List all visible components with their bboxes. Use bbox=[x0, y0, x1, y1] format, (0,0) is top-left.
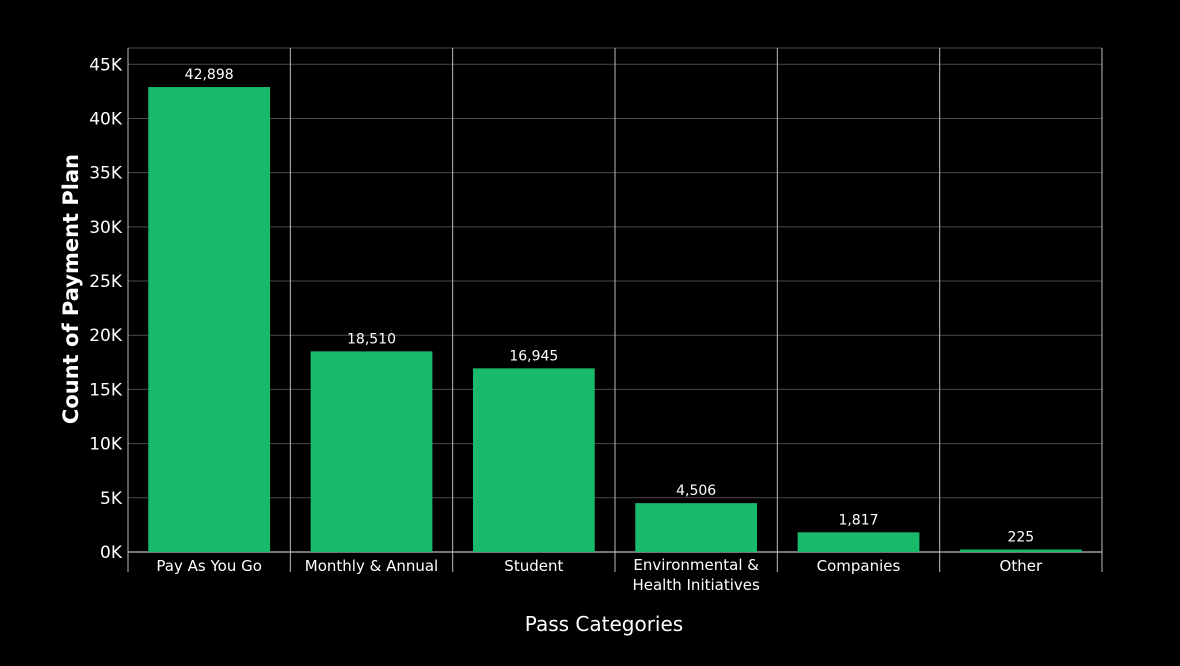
x-axis-title: Pass Categories bbox=[525, 612, 683, 636]
y-tick-label-7: 35K bbox=[89, 164, 123, 184]
x-tick-label-0: Pay As You Go bbox=[156, 557, 261, 575]
x-tick-label-1: Monthly & Annual bbox=[305, 557, 438, 575]
data-label-3: 4,506 bbox=[676, 483, 716, 499]
y-axis-title: Count of Payment Plan bbox=[59, 154, 83, 424]
data-label-2: 16,945 bbox=[509, 348, 558, 364]
data-label-1: 18,510 bbox=[347, 331, 396, 347]
x-tick-label-4: Companies bbox=[817, 557, 901, 575]
data-label-4: 1,817 bbox=[838, 512, 878, 528]
data-label-5: 225 bbox=[1007, 530, 1034, 546]
bar-0 bbox=[148, 87, 271, 553]
x-tick-label-3-1: Health Initiatives bbox=[632, 576, 760, 594]
x-tick-label-3-0: Environmental & bbox=[633, 556, 759, 574]
bars bbox=[148, 87, 1082, 553]
y-tick-label-6: 30K bbox=[89, 218, 123, 238]
data-label-0: 42,898 bbox=[185, 67, 234, 83]
data-labels: 42,898 18,510 16,945 4,506 1,817 225 bbox=[185, 67, 1035, 546]
y-tick-label-0: 0K bbox=[100, 543, 123, 563]
y-tick-label-2: 10K bbox=[89, 435, 123, 455]
y-tick-label-8: 40K bbox=[89, 109, 123, 129]
y-tick-label-5: 25K bbox=[89, 272, 123, 292]
bar-5 bbox=[959, 549, 1082, 552]
x-tick-label-2: Student bbox=[504, 557, 563, 575]
y-tick-label-1: 5K bbox=[100, 489, 123, 509]
category-dividers bbox=[127, 48, 1103, 572]
y-tick-label-4: 20K bbox=[89, 326, 123, 346]
bar-2 bbox=[472, 368, 595, 552]
y-axis-ticks: 0K 5K 10K 15K 20K 25K 30K 35K 40K 45K bbox=[89, 55, 123, 563]
y-tick-label-9: 45K bbox=[89, 55, 123, 75]
x-axis-labels: Pay As You Go Monthly & Annual Student Envi… bbox=[156, 556, 1043, 594]
bar-4 bbox=[797, 532, 920, 552]
bar-1 bbox=[310, 351, 433, 552]
x-tick-label-5: Other bbox=[1000, 557, 1043, 575]
y-tick-label-3: 15K bbox=[89, 380, 123, 400]
bar-3 bbox=[635, 503, 758, 552]
